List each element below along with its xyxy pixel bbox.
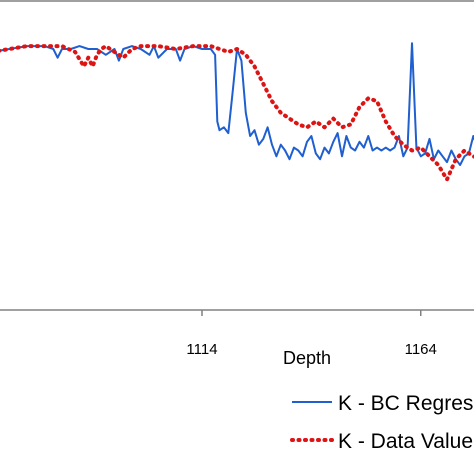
x-tick-label: 1164 <box>405 341 437 358</box>
x-tick-label: 1114 <box>186 341 217 358</box>
series-line-bc-regression <box>0 42 474 166</box>
series-line-data-value <box>0 44 474 182</box>
legend-label-data-value: K - Data Value <box>338 430 473 453</box>
legend-label-bc-regression: K - BC Regression <box>338 392 474 415</box>
x-axis-title: Depth <box>283 348 331 368</box>
